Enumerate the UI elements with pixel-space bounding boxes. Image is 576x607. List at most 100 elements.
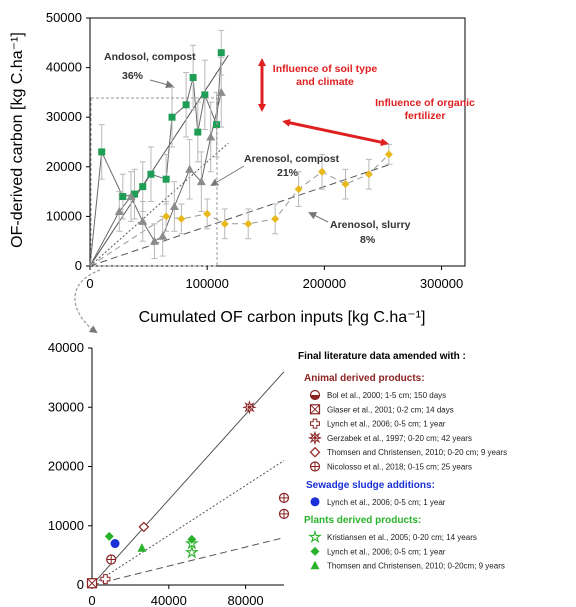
- andosol-point: [119, 193, 127, 201]
- legend-boxx-icon-x: [310, 404, 320, 415]
- top-x-tick-label: 300000: [420, 276, 463, 291]
- top-x-tick-label: 100000: [185, 276, 228, 291]
- annotation-line: fertilizer: [405, 110, 446, 122]
- arenosol-compost-point: [138, 216, 148, 225]
- literature-point-core: [247, 405, 252, 409]
- arenosol-slurry-point: [318, 167, 327, 176]
- arenosol-slurry-point: [384, 150, 393, 159]
- arenosol-slurry-point: [177, 214, 186, 223]
- arenosol-compost-point: [216, 87, 226, 96]
- legend-item-label: Nicolosso et al., 2018; 0-15 cm; 25 year…: [327, 463, 472, 472]
- arenosol-slurry-point: [162, 212, 171, 221]
- legend-section-label: Sewadge sludge additions:: [306, 480, 435, 491]
- arenosol-compost-point: [185, 164, 195, 173]
- literature-point-plus: [106, 555, 116, 565]
- legend-item-label: Kristiansen et al., 2005; 0-20 cm; 14 ye…: [327, 533, 477, 542]
- andosol-point: [201, 91, 209, 99]
- top-y-tick-label: 30000: [46, 109, 82, 124]
- annotation-soil-type: Influence of soil type and climate: [273, 63, 378, 88]
- top-axes: 0 10000 20000 30000 40000 50000 0 100000 200000 3…: [46, 10, 466, 291]
- top-y-tick-label: 0: [75, 258, 82, 273]
- bottom-y-tick-label: 40000: [48, 340, 84, 355]
- bottom-reference-lines: [91, 371, 285, 586]
- arenosol-slurry-point: [271, 214, 280, 223]
- andosol-point: [168, 113, 176, 121]
- bottom-y-tick-label: 0: [77, 577, 84, 592]
- literature-point-plus: [279, 493, 289, 503]
- legend-star_open-icon: [307, 529, 323, 544]
- top-y-axis-label: OF-derived carbon [kg C.ha⁻¹]: [9, 32, 26, 248]
- bottom-x-tick-label: 40000: [151, 593, 187, 607]
- legend-item-label: Glaser et al., 2001; 0-2 cm; 14 days: [327, 405, 454, 414]
- andosol-point: [147, 170, 155, 178]
- pointer-arenosol-slurry: [308, 212, 329, 223]
- arenosol-compost-point: [169, 201, 179, 210]
- legend-star-icon-core: [313, 436, 317, 440]
- top-plot-frame: [89, 17, 466, 267]
- top-y-tick-label: 50000: [46, 10, 82, 25]
- fit-line: [89, 142, 229, 267]
- legend-triangle_filled-icon: [310, 560, 320, 570]
- bottom-axes: 0 10000 20000 30000 40000 0 40000 80000: [48, 340, 284, 607]
- top-x-tick-label: 200000: [303, 276, 346, 291]
- literature-point: [110, 539, 120, 549]
- reference-line: [91, 371, 285, 586]
- top-y-tick-label: 10000: [46, 208, 82, 223]
- legend: Final literature data amended with : Ani…: [298, 351, 507, 571]
- literature-point-plus: [279, 509, 289, 519]
- andosol-point: [217, 49, 225, 57]
- bottom-x-tick-label: 80000: [228, 593, 264, 607]
- andosol-point: [98, 148, 106, 156]
- annotation-organic-fertilizer: Influence of organic fertilizer: [375, 97, 475, 122]
- arenosol-compost-point: [149, 236, 159, 245]
- bottom-y-tick-label: 10000: [48, 518, 84, 533]
- legend-circle_filled-icon: [310, 497, 320, 507]
- annotation-line: and climate: [296, 76, 354, 88]
- zoom-pointer-arrow: [74, 269, 101, 334]
- bottom-x-tick-label: 0: [88, 593, 95, 607]
- legend-item-label: Lynch et al., 2006; 0-5 cm; 1 year: [327, 498, 446, 507]
- top-x-tick-label: 0: [86, 276, 93, 291]
- label-andosol-compost-pct: 36%: [122, 70, 144, 82]
- arenosol-compost-point: [206, 132, 216, 141]
- legend-item-label: Lynch et al., 2006; 0-5 cm; 1 year: [327, 547, 446, 556]
- legend-section-label: Animal derived products:: [304, 373, 425, 384]
- fit-line: [89, 163, 393, 267]
- literature-point: [187, 534, 197, 544]
- legend-title: Final literature data amended with :: [298, 351, 466, 362]
- arenosol-slurry-point: [341, 180, 350, 189]
- legend-diamond_filled-icon: [310, 546, 320, 556]
- label-arenosol-slurry-pct: 8%: [360, 234, 376, 246]
- zoom-box: [90, 97, 218, 267]
- reference-line: [91, 460, 285, 586]
- andosol-point: [194, 128, 202, 136]
- annotation-line: Influence of organic: [375, 97, 475, 109]
- top-x-axis-label: Cumulated OF carbon inputs [kg C.ha⁻¹]: [139, 309, 426, 326]
- pointer-arenosol-compost: [210, 165, 245, 187]
- legend-item-label: Gerzabek et al., 1997; 0-20 cm; 42 years: [327, 434, 472, 443]
- legend-item-label: Thomsen and Christensen, 2010; 0-20cm; 9…: [327, 562, 505, 571]
- reference-line: [91, 537, 285, 586]
- legend-diamond_open-icon: [309, 446, 321, 458]
- andosol-point: [162, 175, 170, 183]
- arenosol-compost-point: [196, 177, 206, 186]
- legend-halfcircle-icon-fill: [310, 395, 320, 400]
- andosol-point: [139, 183, 147, 191]
- top-y-tick-label: 20000: [46, 159, 82, 174]
- top-y-tick-label: 40000: [46, 60, 82, 75]
- bottom-chart: 0 10000 20000 30000 40000 0 40000 80000: [48, 340, 290, 607]
- legend-item-label: Thomsen and Christensen, 2010; 0-20 cm; …: [327, 448, 507, 457]
- arenosol-compost-point: [158, 231, 168, 240]
- literature-point: [104, 531, 114, 541]
- label-arenosol-compost-pct: 21%: [277, 167, 299, 179]
- bottom-y-tick-label: 30000: [48, 399, 84, 414]
- arenosol-slurry-point: [244, 219, 253, 228]
- top-chart: 0 10000 20000 30000 40000 50000 0 100000 200000 3…: [9, 10, 475, 334]
- label-arenosol-compost: Arenosol, compost: [244, 153, 340, 165]
- legend-circleplus-icon-plus: [310, 462, 320, 471]
- legend-item-label: Bol et al., 2000; 1-5 cm; 150 days: [327, 391, 446, 400]
- andosol-point: [189, 74, 197, 82]
- top-data-points: [98, 49, 393, 245]
- legend-item-label: Lynch et al., 2006; 0-5 cm; 1 year: [327, 420, 446, 429]
